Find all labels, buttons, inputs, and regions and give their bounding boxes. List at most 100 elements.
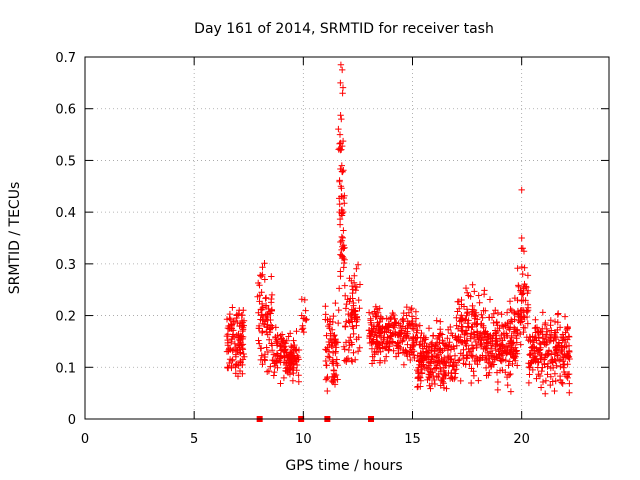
data-point <box>535 371 542 378</box>
data-point <box>349 309 356 316</box>
data-point <box>405 309 413 316</box>
data-point <box>536 346 544 353</box>
data-point <box>368 345 376 352</box>
data-point <box>267 325 274 332</box>
data-point <box>500 323 507 330</box>
data-point <box>414 383 421 391</box>
data-point <box>324 387 331 395</box>
data-point <box>564 374 571 382</box>
data-point <box>323 332 330 339</box>
data-point <box>267 363 274 370</box>
data-point <box>331 381 339 388</box>
data-point <box>289 377 297 384</box>
data-point <box>439 358 446 365</box>
data-point <box>564 352 571 359</box>
data-point <box>399 316 406 324</box>
data-point <box>264 368 271 375</box>
data-point <box>554 352 561 359</box>
data-point <box>525 360 532 367</box>
data-point <box>541 321 549 328</box>
data-point <box>259 264 266 271</box>
data-point <box>340 259 348 267</box>
data-point <box>431 347 438 354</box>
data-point <box>471 288 478 295</box>
data-point <box>435 333 442 341</box>
data-point <box>302 307 309 314</box>
data-point <box>375 323 382 330</box>
data-point <box>330 376 337 383</box>
data-point <box>547 381 554 389</box>
data-point <box>293 346 300 353</box>
data-point <box>259 328 266 335</box>
data-point <box>530 347 538 354</box>
data-point <box>458 296 465 304</box>
data-point <box>337 112 344 119</box>
data-point <box>322 303 329 310</box>
data-point <box>508 334 515 341</box>
data-point <box>552 377 559 385</box>
data-point <box>268 291 276 299</box>
data-point <box>291 341 298 349</box>
data-point <box>230 333 238 341</box>
data-point <box>347 295 354 302</box>
data-point <box>335 319 342 327</box>
data-point <box>261 276 268 283</box>
data-point <box>509 360 516 368</box>
data-point <box>524 320 531 327</box>
data-point <box>455 357 462 364</box>
data-point <box>236 322 243 330</box>
data-point <box>337 61 345 68</box>
data-point <box>559 350 566 358</box>
data-point <box>534 329 541 336</box>
data-point <box>450 363 457 370</box>
data-point <box>389 309 396 317</box>
data-point <box>401 330 409 337</box>
data-point <box>431 376 438 384</box>
data-point <box>448 374 455 381</box>
data-point <box>526 363 533 371</box>
data-point <box>287 362 294 370</box>
data-point <box>229 304 236 311</box>
data-point <box>323 362 330 369</box>
data-point <box>270 372 277 379</box>
data-point <box>517 287 524 294</box>
data-point <box>376 305 383 312</box>
data-point <box>232 361 239 369</box>
data-point <box>322 316 329 323</box>
data-point <box>414 383 422 390</box>
data-point <box>551 370 559 377</box>
data-point <box>458 327 465 334</box>
data-point <box>339 234 346 242</box>
data-point <box>353 265 360 272</box>
data-point <box>229 347 236 354</box>
data-point <box>484 340 491 347</box>
data-point <box>456 356 463 363</box>
data-point <box>552 335 560 343</box>
data-point <box>533 324 541 331</box>
data-point <box>356 344 363 351</box>
data-point <box>239 326 247 333</box>
data-point <box>419 345 426 352</box>
data-point <box>228 338 235 346</box>
data-point <box>495 348 502 355</box>
data-point <box>444 353 452 360</box>
data-point <box>336 200 343 208</box>
data-point <box>400 361 408 368</box>
data-point <box>356 305 363 312</box>
data-point <box>542 377 550 384</box>
data-point <box>348 306 356 313</box>
data-point <box>367 319 374 326</box>
data-point <box>345 346 352 354</box>
data-point <box>348 357 355 364</box>
data-point <box>542 351 549 358</box>
data-point <box>565 333 572 340</box>
data-point <box>329 360 336 367</box>
data-point <box>507 324 514 331</box>
data-point <box>480 329 488 336</box>
data-point <box>499 356 507 363</box>
data-point <box>403 303 410 311</box>
data-point <box>429 353 436 361</box>
data-point <box>380 336 387 343</box>
data-point <box>339 137 347 145</box>
